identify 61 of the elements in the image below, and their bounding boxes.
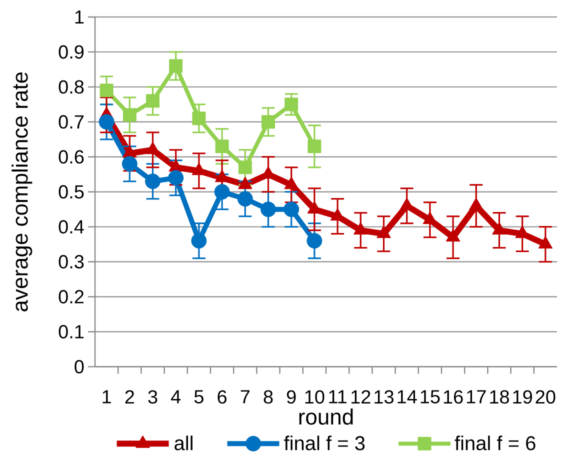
y-tick-label: 0.8 [58, 80, 84, 94]
x-tick-label: 18 [490, 390, 509, 404]
point [168, 170, 184, 186]
point [215, 140, 229, 154]
y-tick-label: 0.9 [58, 45, 84, 59]
legend-label: final f = 6 [454, 436, 536, 450]
point [284, 176, 299, 190]
point [122, 108, 136, 122]
x-tick-label: 6 [218, 390, 226, 404]
y-tick-label: 0.5 [58, 185, 84, 199]
x-tick-label: 13 [374, 390, 394, 404]
x-tick-label: 12 [352, 390, 370, 404]
point [237, 191, 253, 207]
point [100, 84, 114, 98]
x-tick-label: 1 [102, 390, 111, 404]
point [468, 198, 484, 210]
point [98, 114, 114, 130]
x-tick-label: 17 [467, 390, 486, 404]
point [446, 229, 460, 242]
point [238, 160, 252, 174]
x-tick-label: 2 [125, 390, 134, 404]
y-tick-label: 0.2 [58, 290, 84, 304]
point [169, 59, 183, 73]
point [308, 140, 322, 154]
x-tick-label: 14 [398, 390, 417, 404]
point [122, 156, 138, 172]
point [145, 174, 160, 190]
x-tick-label: 5 [194, 390, 204, 404]
point [353, 222, 368, 235]
y-tick-label: 0.4 [58, 220, 84, 234]
point [238, 176, 252, 190]
point [214, 184, 230, 200]
x-tick-label: 10 [305, 390, 324, 404]
x-tick-label: 20 [536, 390, 556, 404]
x-tick-label: 3 [148, 390, 158, 404]
x-tick-label: 8 [264, 390, 273, 404]
legend-label: all [174, 436, 192, 450]
point [146, 142, 160, 154]
y-tick-label: 0.6 [58, 150, 84, 164]
x-tick-label: 7 [240, 390, 250, 404]
y-tick-label: 1 [75, 10, 84, 24]
point [262, 115, 275, 129]
x-axis-title: round [299, 408, 353, 425]
y-axis-title: average compliance rate [12, 72, 32, 312]
y-tick-label: 0.3 [58, 255, 84, 269]
y-tick-label: 0.1 [58, 324, 84, 338]
x-tick-label: 15 [420, 390, 440, 404]
point [192, 112, 206, 126]
legend-label: final f = 3 [284, 436, 365, 450]
y-tick-label: 0 [74, 360, 84, 374]
x-tick-label: 9 [286, 390, 296, 404]
x-tick-label: 19 [513, 390, 532, 404]
point [376, 226, 391, 238]
x-tick-label: 11 [329, 390, 346, 404]
y-tick-label: 0.7 [58, 115, 84, 129]
x-tick-label: 16 [444, 390, 463, 404]
x-tick-label: 4 [171, 390, 181, 404]
point [284, 98, 298, 112]
point [492, 222, 506, 235]
point [146, 94, 160, 108]
point [538, 236, 553, 249]
